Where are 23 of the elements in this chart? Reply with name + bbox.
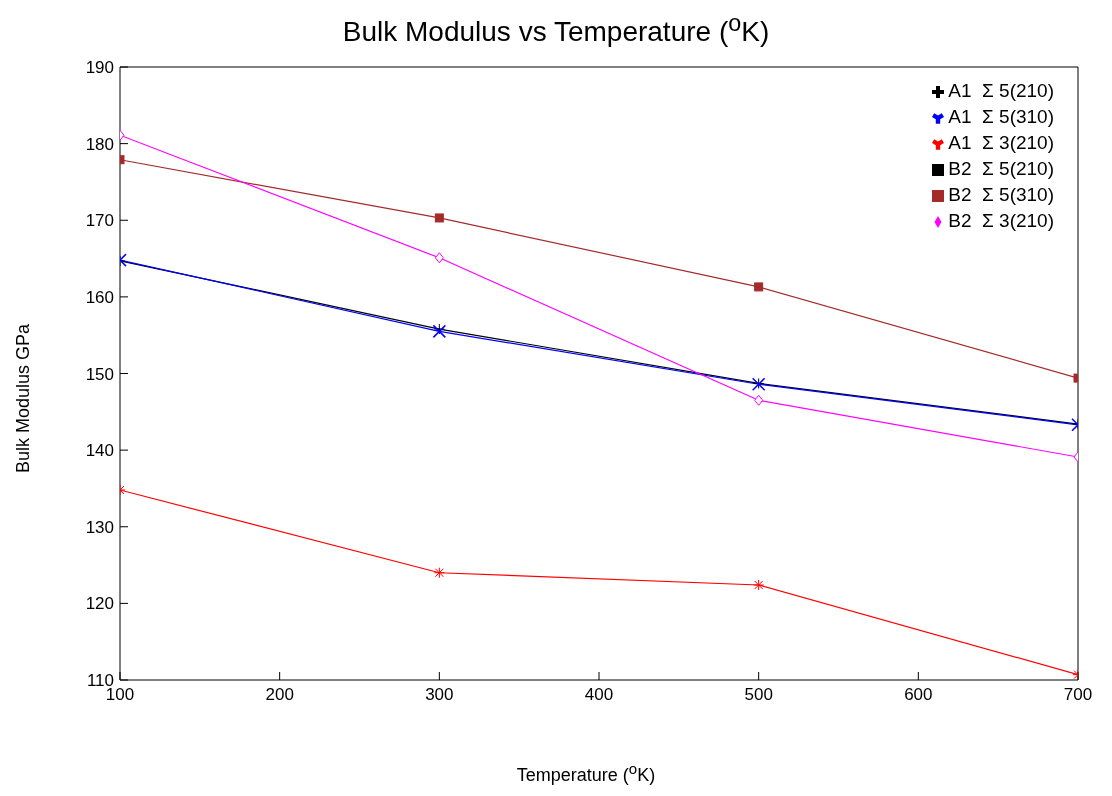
- x-tick-label: 200: [265, 685, 294, 705]
- legend-label: A1 Σ 5(310): [948, 106, 1054, 127]
- legend-label: A1 Σ 3(210): [948, 132, 1054, 153]
- x-tick-label: 300: [425, 685, 454, 705]
- x-tick-label: 700: [1063, 685, 1093, 705]
- legend-label: B2 Σ 3(210): [948, 210, 1054, 231]
- y-tick-label: 160: [85, 287, 114, 307]
- y-tick-label: 170: [85, 211, 114, 231]
- y-tick-label: 120: [85, 594, 114, 614]
- y-tick-label: 130: [85, 517, 114, 537]
- x-axis-title: Temperature ($^{o}$K): [515, 760, 657, 786]
- y-tick-label: 150: [85, 364, 114, 384]
- y-tick-label: 180: [85, 134, 114, 154]
- legend-label: B2 Σ 5(210): [948, 158, 1054, 179]
- legend-label: B2 Σ 5(310): [948, 184, 1054, 205]
- chart-title: Bulk Modulus vs Temperature ($^{o}$K): [341, 10, 771, 49]
- y-tick-label: 190: [85, 58, 114, 78]
- y-tick-label: 140: [85, 441, 114, 461]
- legend-label: A1 Σ 5(210): [948, 80, 1054, 101]
- x-tick-label: 600: [904, 685, 933, 705]
- x-tick-label: 400: [584, 685, 614, 705]
- y-axis-title: Bulk Modulus GPa: [12, 322, 34, 476]
- x-tick-label: 500: [744, 685, 773, 705]
